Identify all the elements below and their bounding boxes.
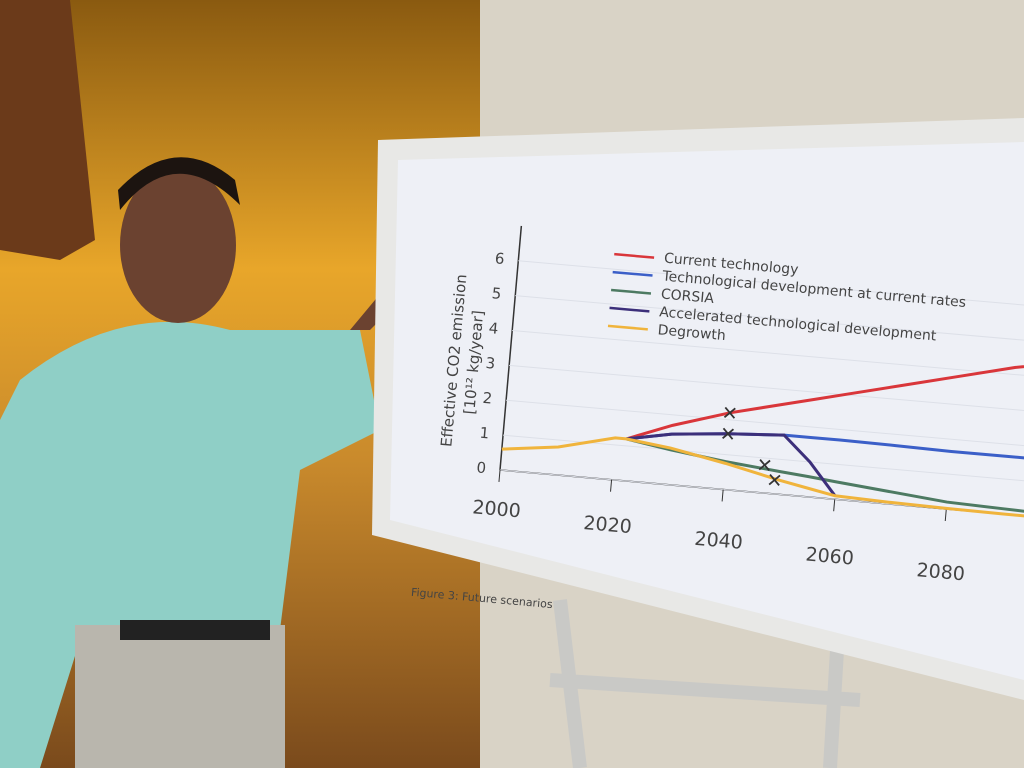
y-tick-label: 5: [491, 284, 502, 303]
legend-swatch: [607, 324, 648, 331]
x-tick-label: 2060: [805, 544, 855, 570]
cross-marker: [768, 473, 781, 486]
y-tick-label: 6: [494, 249, 505, 268]
head: [120, 167, 236, 323]
legend-swatch: [609, 306, 650, 313]
grid-line: [503, 434, 1024, 488]
grid-line: [509, 364, 1024, 419]
legend-label: Degrowth: [657, 322, 726, 344]
x-tick: [833, 499, 836, 512]
legend-swatch: [614, 252, 655, 259]
y-tick-label: 2: [482, 389, 493, 408]
trousers: [75, 625, 285, 768]
rock-formation: [0, 0, 95, 260]
series-line: [626, 432, 837, 497]
legend-swatch: [612, 270, 653, 277]
series-line: [625, 360, 1024, 441]
grid-line: [518, 260, 1024, 314]
series-line: [501, 436, 1024, 521]
x-tick-label: 2040: [694, 528, 744, 554]
cross-marker: [723, 406, 736, 419]
cross-marker: [722, 427, 735, 440]
hair: [118, 157, 240, 210]
x-tick: [610, 479, 613, 492]
y-tick-label: 3: [485, 354, 496, 373]
legend-label: CORSIA: [660, 286, 715, 307]
screen: [390, 142, 1024, 680]
x-tick-label: 2020: [583, 512, 633, 538]
x-tick: [944, 509, 947, 522]
y-tick-label: 0: [476, 458, 487, 477]
grid-line: [506, 399, 1024, 454]
shirt: [0, 321, 380, 768]
y-tick-label: 4: [488, 319, 499, 338]
cross-marker: [758, 459, 771, 472]
y-tick-label: 1: [479, 424, 490, 443]
x-tick-label: 2000: [472, 496, 522, 522]
legend-swatch: [611, 288, 652, 295]
y-axis: [499, 225, 523, 471]
grid-line: [515, 295, 1024, 349]
belt: [120, 620, 270, 640]
x-tick-label: 2080: [916, 559, 966, 585]
grid-line: [512, 330, 1024, 384]
x-tick: [721, 489, 724, 502]
x-tick: [498, 469, 501, 482]
